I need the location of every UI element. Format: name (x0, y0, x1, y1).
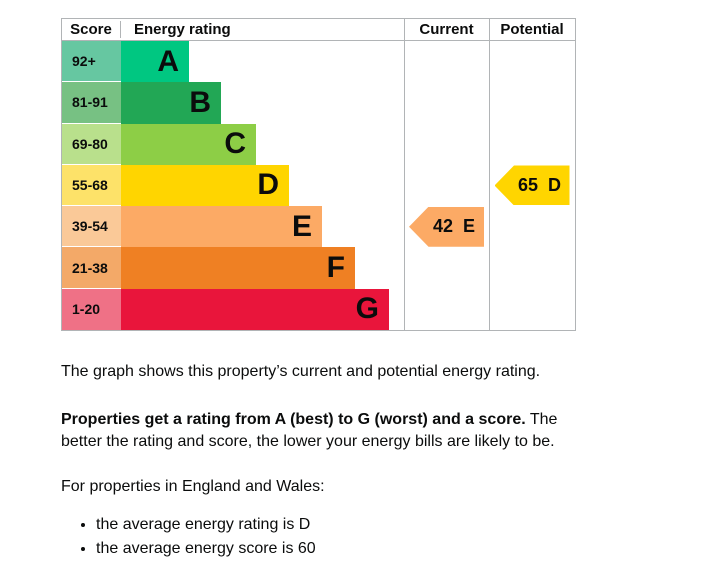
average-rating-item: the average energy rating is D (96, 514, 575, 536)
band-row-c: 69-80 C (62, 123, 575, 165)
chart-header-row: Score Energy rating Current Potential (62, 19, 575, 41)
band-score-range: 21-38 (62, 247, 121, 289)
band-letter: B (189, 85, 211, 119)
current-cell (404, 165, 489, 206)
current-cell (404, 247, 489, 288)
potential-cell (489, 82, 575, 123)
band-bar-cell: F (121, 247, 404, 289)
average-score-item: the average energy score is 60 (96, 538, 575, 560)
potential-rating-arrow: 65 D (494, 165, 570, 206)
band-letter: C (224, 127, 246, 161)
potential-cell (489, 124, 575, 165)
band-row-d: 55-68 D 65 D (62, 164, 575, 207)
band-row-a: 92+ A (62, 41, 575, 83)
band-row-f: 21-38 F (62, 247, 575, 289)
chart-caption: The graph shows this property’s current … (61, 363, 541, 380)
band-bar-cell: C (121, 123, 404, 165)
column-divider-potential (489, 19, 490, 330)
potential-cell (489, 41, 575, 82)
band-rows: 92+ A 81-91 B 69-80 C 55-68 D 65 D 39-54 E 42 E 21-3… (62, 41, 575, 330)
band-row-b: 81-91 B (62, 82, 575, 124)
band-bar-cell: A (121, 41, 404, 83)
band-letter: E (291, 209, 312, 243)
current-cell (404, 41, 489, 82)
header-current: Current (419, 21, 474, 38)
band-bar: A (121, 41, 189, 83)
band-bar: B (121, 82, 221, 124)
band-bar-cell: B (121, 82, 404, 124)
band-bar: C (121, 123, 256, 165)
potential-cell (489, 289, 575, 330)
potential-rating-label: 65 D (517, 174, 562, 195)
header-energy-rating: Energy rating (134, 21, 231, 38)
header-score: Score (62, 21, 121, 38)
band-row-e: 39-54 E 42 E (62, 206, 575, 248)
current-cell (404, 124, 489, 165)
band-bar-cell: E (121, 206, 404, 248)
current-cell (404, 82, 489, 123)
band-score-range: 92+ (62, 41, 121, 83)
current-cell: 42 E (404, 206, 489, 247)
averages-intro: For properties in England and Wales: (61, 478, 325, 495)
header-potential: Potential (500, 21, 564, 38)
column-divider-current (404, 19, 405, 330)
current-rating-label: 42 E (432, 216, 476, 237)
potential-cell: 65 D (489, 165, 575, 206)
current-cell (404, 289, 489, 330)
band-bar-cell: G (121, 288, 404, 330)
band-score-range: 55-68 (62, 164, 121, 207)
band-letter: F (326, 251, 345, 285)
band-bar: F (121, 247, 355, 289)
band-bar: E (121, 206, 322, 248)
current-rating-arrow: 42 E (409, 206, 484, 247)
band-score-range: 1-20 (62, 288, 121, 330)
potential-cell (489, 247, 575, 288)
band-bar: D (121, 164, 289, 207)
band-letter: A (157, 44, 179, 78)
rating-explanation-rest: The better the rating and score, the low… (61, 411, 558, 450)
rating-explanation-bold: Properties get a rating from A (best) to… (61, 411, 526, 428)
band-score-range: 81-91 (62, 82, 121, 124)
band-score-range: 39-54 (62, 206, 121, 248)
band-bar: G (121, 288, 389, 330)
band-letter: D (257, 168, 279, 202)
chart-description: The graph shows this property’s current … (61, 361, 575, 562)
rating-explanation: Properties get a rating from A (best) to… (61, 409, 575, 453)
band-letter: G (355, 292, 379, 326)
band-score-range: 69-80 (62, 123, 121, 165)
epc-rating-chart: Score Energy rating Current Potential 92… (61, 18, 576, 331)
band-row-g: 1-20 G (62, 288, 575, 330)
averages-list: the average energy rating is D the avera… (61, 514, 575, 560)
band-bar-cell: D (121, 164, 404, 207)
potential-cell (489, 206, 575, 247)
